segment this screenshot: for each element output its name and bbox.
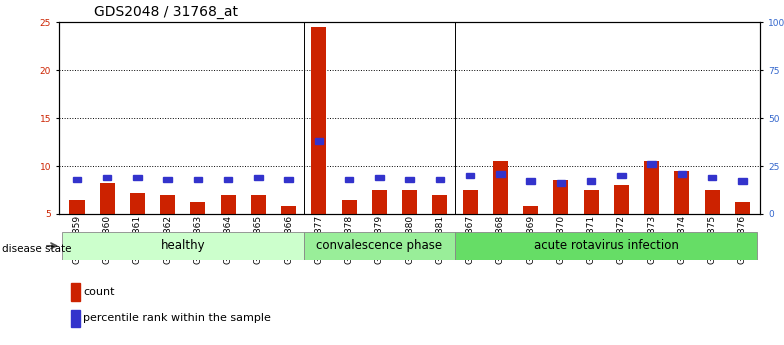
Text: percentile rank within the sample: percentile rank within the sample xyxy=(83,313,271,323)
Bar xyxy=(194,177,202,182)
Bar xyxy=(254,175,263,180)
Bar xyxy=(345,177,354,182)
Bar xyxy=(160,195,176,214)
Bar xyxy=(493,161,508,214)
Bar xyxy=(432,195,448,214)
Bar xyxy=(314,138,323,144)
Bar xyxy=(523,206,538,214)
Bar xyxy=(583,190,599,214)
Bar xyxy=(224,177,232,182)
Bar xyxy=(73,177,82,182)
Bar xyxy=(708,175,717,180)
Bar xyxy=(163,177,172,182)
Bar xyxy=(554,180,568,214)
Bar xyxy=(220,195,236,214)
Text: acute rotavirus infection: acute rotavirus infection xyxy=(534,239,679,252)
Bar xyxy=(705,190,720,214)
Text: GDS2048 / 31768_at: GDS2048 / 31768_at xyxy=(94,5,238,19)
Bar xyxy=(738,178,746,184)
Bar xyxy=(674,171,689,214)
Bar xyxy=(466,173,474,178)
Bar xyxy=(436,177,444,182)
Text: disease state: disease state xyxy=(2,244,71,254)
Bar xyxy=(311,27,326,214)
Bar xyxy=(496,171,505,177)
Bar xyxy=(251,195,266,214)
Bar xyxy=(71,309,80,327)
Bar xyxy=(587,178,595,184)
Bar xyxy=(648,161,656,167)
Bar xyxy=(133,175,142,180)
Bar xyxy=(557,180,565,186)
Text: count: count xyxy=(83,287,115,297)
Bar xyxy=(342,199,357,214)
Bar xyxy=(677,171,686,177)
Bar xyxy=(376,175,383,180)
Bar xyxy=(281,206,296,214)
Bar xyxy=(70,199,85,214)
Bar xyxy=(71,284,80,301)
Bar xyxy=(405,177,414,182)
Bar xyxy=(402,190,417,214)
Text: healthy: healthy xyxy=(161,239,205,252)
Bar xyxy=(735,203,750,214)
Bar xyxy=(644,161,659,214)
Bar xyxy=(526,178,535,184)
Text: convalescence phase: convalescence phase xyxy=(316,239,442,252)
Bar xyxy=(100,183,114,214)
Bar xyxy=(285,177,293,182)
Bar xyxy=(130,193,145,214)
Bar xyxy=(617,173,626,178)
Bar xyxy=(103,175,111,180)
Bar xyxy=(303,232,455,260)
Bar xyxy=(62,232,303,260)
Bar xyxy=(463,190,477,214)
Bar xyxy=(455,232,757,260)
Bar xyxy=(372,190,387,214)
Bar xyxy=(614,185,629,214)
Bar xyxy=(191,203,205,214)
